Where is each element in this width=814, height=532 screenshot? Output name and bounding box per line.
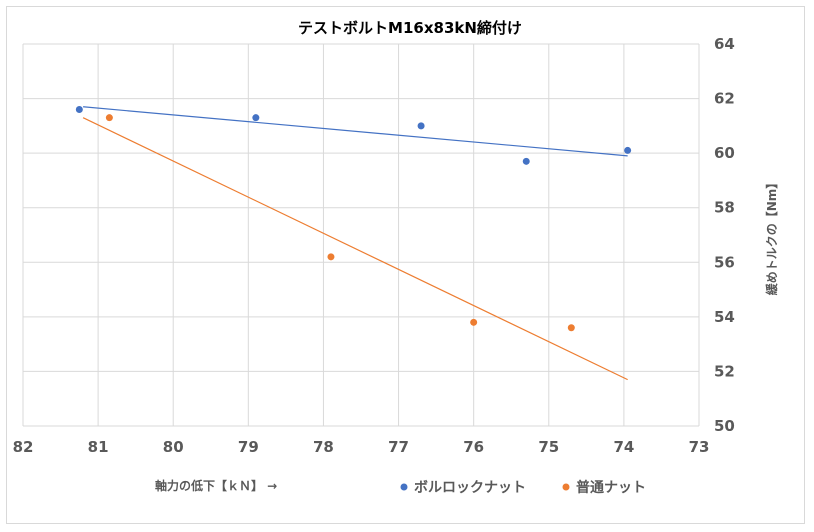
trendline-series-1 bbox=[83, 106, 628, 157]
data-point-series-1 bbox=[522, 157, 530, 165]
x-tick-label: 75 bbox=[538, 438, 559, 456]
data-point-series-1 bbox=[75, 105, 83, 113]
x-tick-label: 82 bbox=[13, 438, 34, 456]
x-tick-label: 78 bbox=[313, 438, 334, 456]
trendline-series-2 bbox=[82, 117, 628, 381]
legend-label-series-2: 普通ナット bbox=[576, 479, 646, 496]
data-point-series-2 bbox=[470, 318, 478, 326]
y-tick-label: 60 bbox=[714, 144, 735, 162]
data-point-series-1 bbox=[252, 114, 260, 122]
data-point-series-2 bbox=[327, 253, 335, 261]
legend-marker-series-2 bbox=[562, 483, 570, 491]
x-axis-label: 軸力の低下【ｋＮ】 → bbox=[155, 478, 277, 493]
x-tick-label: 74 bbox=[613, 438, 634, 456]
data-points bbox=[75, 105, 632, 332]
y-axis-ticks: 64 62 60 58 56 54 52 50 bbox=[714, 35, 735, 435]
data-point-series-1 bbox=[417, 122, 425, 130]
y-tick-label: 52 bbox=[714, 362, 735, 380]
x-tick-label: 77 bbox=[388, 438, 409, 456]
legend-marker-series-1 bbox=[400, 483, 408, 491]
x-tick-label: 79 bbox=[238, 438, 259, 456]
data-point-series-1 bbox=[624, 146, 632, 154]
y-tick-label: 64 bbox=[714, 35, 735, 53]
x-tick-label: 80 bbox=[163, 438, 184, 456]
x-tick-label: 73 bbox=[689, 438, 710, 456]
chart-title: テストボルトM16x83kN締付け bbox=[298, 19, 522, 37]
grid bbox=[22, 43, 700, 427]
y-axis-label: 緩めトルクの【Nm】 bbox=[764, 177, 779, 296]
data-point-series-2 bbox=[105, 114, 113, 122]
x-tick-label: 76 bbox=[463, 438, 484, 456]
x-tick-label: 81 bbox=[88, 438, 109, 456]
y-tick-label: 62 bbox=[714, 90, 735, 108]
x-axis-ticks: 82 81 80 79 78 77 76 75 74 73 bbox=[13, 438, 710, 456]
data-point-series-2 bbox=[567, 324, 575, 332]
y-tick-label: 56 bbox=[714, 253, 735, 271]
y-tick-label: 50 bbox=[714, 417, 735, 435]
legend-label-series-1: ボルロックナット bbox=[414, 480, 526, 496]
trendlines bbox=[82, 106, 628, 381]
y-tick-label: 54 bbox=[714, 308, 735, 326]
y-tick-label: 58 bbox=[714, 199, 735, 217]
chart-frame bbox=[6, 6, 805, 524]
legend: ボルロックナット 普通ナット bbox=[400, 479, 646, 496]
